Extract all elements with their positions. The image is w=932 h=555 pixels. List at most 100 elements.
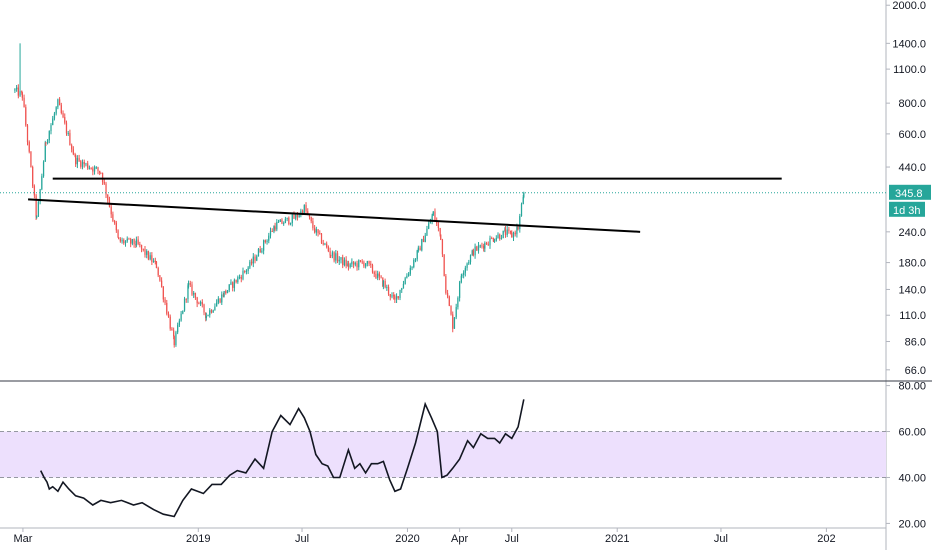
candle-body[interactable] bbox=[67, 133, 69, 135]
candle-body[interactable] bbox=[468, 262, 470, 264]
candle-body[interactable] bbox=[15, 87, 18, 90]
candle-body[interactable] bbox=[370, 263, 372, 265]
candle-body[interactable] bbox=[411, 267, 413, 269]
candle-body[interactable] bbox=[60, 105, 62, 113]
candle-body[interactable] bbox=[446, 293, 449, 297]
candle-body[interactable] bbox=[500, 238, 503, 240]
candle-body[interactable] bbox=[345, 259, 347, 266]
candle-body[interactable] bbox=[349, 264, 351, 267]
candle-body[interactable] bbox=[160, 280, 163, 287]
neckline-trendline[interactable] bbox=[28, 198, 641, 233]
candle-body[interactable] bbox=[99, 170, 101, 173]
candle-body[interactable] bbox=[201, 302, 203, 305]
candle-body[interactable] bbox=[413, 259, 415, 268]
candle-body[interactable] bbox=[194, 292, 197, 298]
candle-body[interactable] bbox=[382, 281, 385, 287]
candle-body[interactable] bbox=[402, 284, 405, 289]
candle-body[interactable] bbox=[32, 167, 34, 187]
candle-body[interactable] bbox=[432, 211, 434, 216]
candle-body[interactable] bbox=[406, 275, 408, 279]
candle-body[interactable] bbox=[499, 234, 501, 239]
candle-body[interactable] bbox=[474, 246, 476, 256]
candle-body[interactable] bbox=[88, 168, 91, 170]
candle-body[interactable] bbox=[371, 264, 374, 273]
candle-body[interactable] bbox=[458, 282, 461, 298]
candle-body[interactable] bbox=[484, 242, 486, 249]
candle-body[interactable] bbox=[466, 263, 468, 268]
candle-body[interactable] bbox=[164, 299, 166, 303]
candle-body[interactable] bbox=[226, 290, 229, 294]
candle-body[interactable] bbox=[107, 194, 109, 201]
candle-body[interactable] bbox=[105, 183, 107, 195]
candle-body[interactable] bbox=[52, 118, 54, 126]
candle-body[interactable] bbox=[87, 163, 89, 169]
candle-body[interactable] bbox=[333, 252, 335, 261]
candle-body[interactable] bbox=[338, 259, 340, 262]
candle-body[interactable] bbox=[131, 239, 134, 244]
candle-body[interactable] bbox=[476, 246, 478, 251]
candle-body[interactable] bbox=[391, 295, 393, 297]
candle-body[interactable] bbox=[397, 296, 399, 299]
candle-body[interactable] bbox=[329, 251, 331, 256]
candle-body[interactable] bbox=[214, 306, 216, 311]
candle-body[interactable] bbox=[228, 284, 230, 291]
candle-body[interactable] bbox=[117, 230, 119, 238]
candle-body[interactable] bbox=[431, 215, 433, 222]
candle-body[interactable] bbox=[394, 296, 396, 300]
candle-body[interactable] bbox=[221, 294, 223, 303]
candle-body[interactable] bbox=[266, 240, 268, 242]
candle-body[interactable] bbox=[440, 234, 442, 240]
candle-body[interactable] bbox=[375, 273, 377, 279]
candle-body[interactable] bbox=[452, 314, 454, 329]
candle-body[interactable] bbox=[62, 112, 64, 118]
candle-body[interactable] bbox=[113, 220, 116, 223]
candle-body[interactable] bbox=[58, 99, 61, 106]
candle-body[interactable] bbox=[39, 189, 41, 202]
candle-body[interactable] bbox=[479, 245, 481, 247]
candle-body[interactable] bbox=[416, 250, 418, 260]
candle-body[interactable] bbox=[393, 295, 395, 297]
candle-body[interactable] bbox=[139, 244, 141, 246]
candle-body[interactable] bbox=[249, 261, 251, 268]
candle-body[interactable] bbox=[185, 298, 187, 300]
candle-body[interactable] bbox=[461, 274, 463, 277]
candle-body[interactable] bbox=[434, 211, 436, 221]
price-pane[interactable] bbox=[0, 43, 886, 348]
candle-body[interactable] bbox=[307, 211, 309, 215]
candle-body[interactable] bbox=[387, 286, 390, 295]
candle-body[interactable] bbox=[384, 281, 386, 288]
candle-body[interactable] bbox=[523, 192, 525, 198]
candle-body[interactable] bbox=[497, 234, 499, 238]
candle-body[interactable] bbox=[53, 113, 56, 119]
candle-body[interactable] bbox=[409, 267, 411, 274]
candle-body[interactable] bbox=[324, 243, 326, 245]
candle-body[interactable] bbox=[162, 286, 164, 300]
candle-body[interactable] bbox=[103, 181, 105, 184]
candle-body[interactable] bbox=[81, 162, 84, 167]
candle-body[interactable] bbox=[159, 275, 161, 281]
candle-body[interactable] bbox=[315, 229, 317, 233]
candle-body[interactable] bbox=[152, 260, 155, 263]
candle-body[interactable] bbox=[95, 167, 97, 169]
candle-body[interactable] bbox=[502, 230, 504, 239]
candle-body[interactable] bbox=[330, 255, 332, 257]
candle-body[interactable] bbox=[331, 252, 334, 256]
candle-body[interactable] bbox=[317, 229, 319, 234]
candle-body[interactable] bbox=[512, 232, 515, 238]
candle-body[interactable] bbox=[72, 149, 74, 155]
candle-body[interactable] bbox=[238, 276, 241, 278]
candle-body[interactable] bbox=[124, 241, 127, 244]
candle-body[interactable] bbox=[522, 197, 524, 205]
candle-body[interactable] bbox=[198, 303, 200, 305]
candle-body[interactable] bbox=[147, 251, 150, 260]
candle-body[interactable] bbox=[340, 257, 342, 260]
candle-body[interactable] bbox=[177, 325, 179, 333]
candle-body[interactable] bbox=[37, 201, 40, 217]
candle-body[interactable] bbox=[483, 245, 485, 249]
candle-body[interactable] bbox=[395, 296, 398, 300]
candle-body[interactable] bbox=[36, 216, 38, 218]
candle-body[interactable] bbox=[14, 89, 16, 91]
candle-body[interactable] bbox=[407, 273, 410, 276]
candle-body[interactable] bbox=[142, 248, 144, 250]
candle-body[interactable] bbox=[354, 263, 356, 265]
